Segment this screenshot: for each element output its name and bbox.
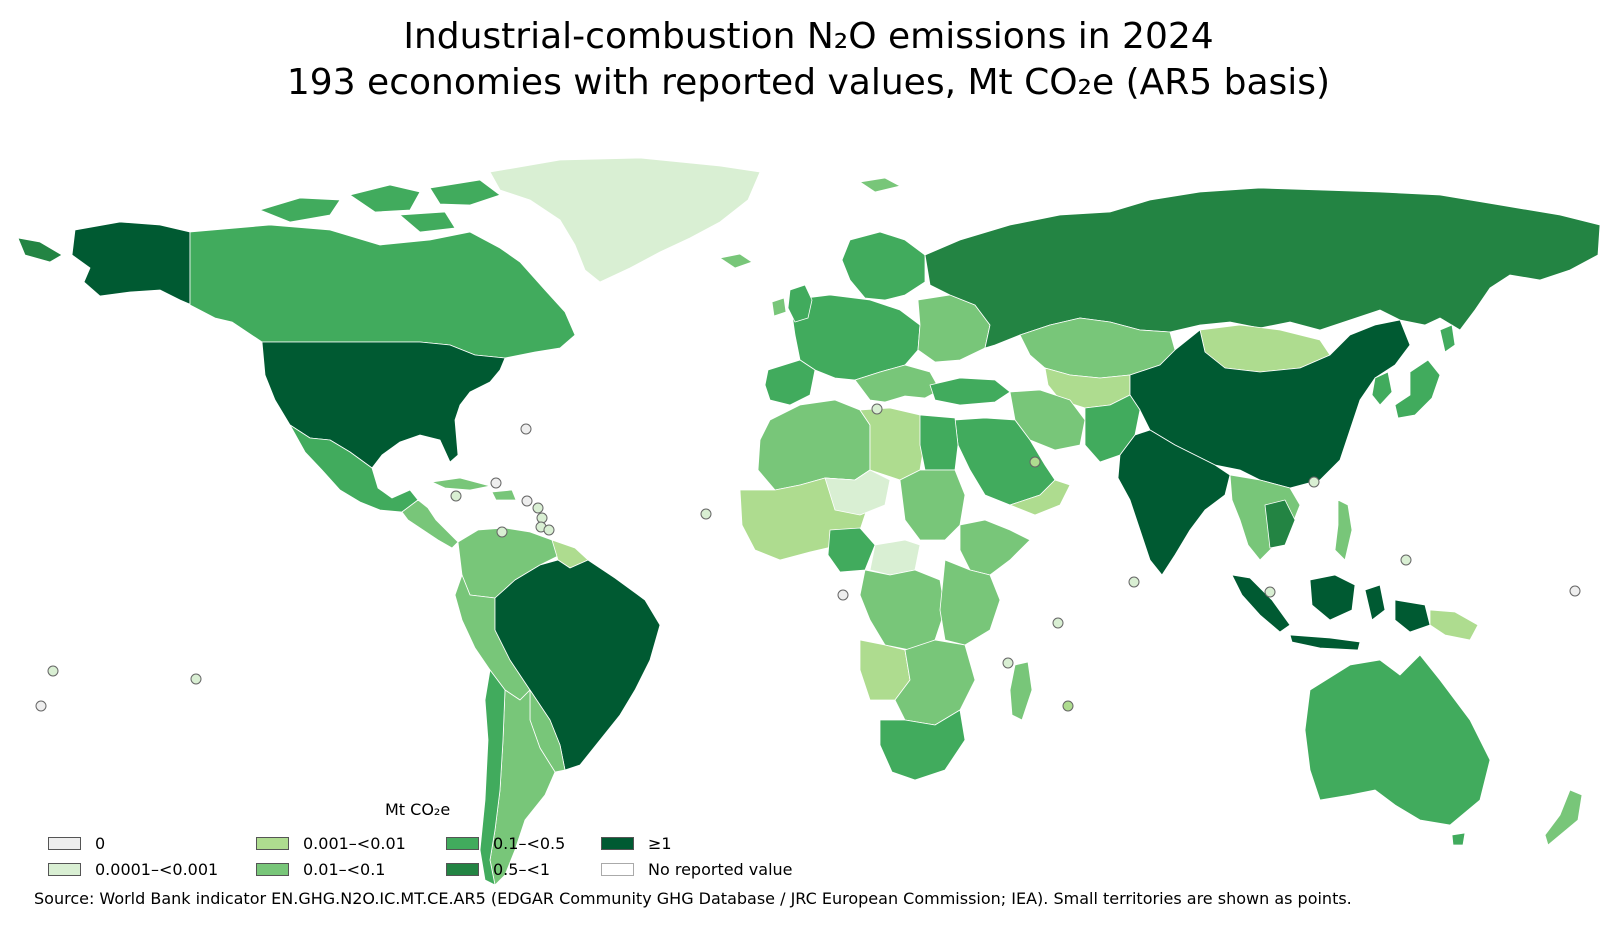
territory-point[interactable] bbox=[1569, 585, 1581, 597]
world-map bbox=[17, 157, 1601, 886]
territory-point[interactable] bbox=[1052, 617, 1064, 629]
region-chukotka-west[interactable] bbox=[17, 237, 63, 263]
territory-point[interactable] bbox=[496, 526, 508, 538]
region-italy-balkans[interactable] bbox=[854, 364, 941, 403]
region-north-africa-west[interactable] bbox=[757, 399, 871, 491]
territory-point[interactable] bbox=[1400, 554, 1412, 566]
legend-swatch bbox=[48, 863, 81, 876]
region-iceland[interactable] bbox=[719, 253, 753, 269]
region-java[interactable] bbox=[1289, 634, 1361, 651]
region-india[interactable] bbox=[1117, 429, 1231, 576]
legend-title: Mt CO₂e bbox=[385, 800, 451, 819]
legend-swatch bbox=[601, 863, 634, 876]
region-sudan[interactable] bbox=[899, 469, 966, 541]
territory-point[interactable] bbox=[543, 524, 555, 536]
territory-point[interactable] bbox=[700, 508, 712, 520]
legend-item-6: ≥1 bbox=[601, 834, 672, 853]
territory-point[interactable] bbox=[1002, 657, 1014, 669]
region-niger-chad[interactable] bbox=[824, 469, 891, 516]
region-united-states[interactable] bbox=[261, 341, 506, 469]
region-iberia[interactable] bbox=[764, 359, 816, 406]
region-uk[interactable] bbox=[787, 284, 813, 323]
title-line-1: Industrial-combustion N₂O emissions in 2… bbox=[403, 16, 1214, 57]
region-turkey[interactable] bbox=[929, 377, 1011, 406]
region-mexico[interactable] bbox=[289, 424, 419, 513]
region-philippines[interactable] bbox=[1334, 499, 1353, 561]
territory-point[interactable] bbox=[450, 490, 462, 502]
legend-swatch bbox=[601, 837, 634, 850]
region-scandinavia[interactable] bbox=[841, 231, 926, 301]
territory-point[interactable] bbox=[490, 477, 502, 489]
legend-item-0: 0 bbox=[48, 834, 105, 853]
region-australia[interactable] bbox=[1304, 654, 1491, 826]
territory-point[interactable] bbox=[190, 673, 202, 685]
region-hispaniola[interactable] bbox=[491, 489, 517, 501]
region-egypt[interactable] bbox=[919, 414, 959, 471]
region-russia[interactable] bbox=[924, 187, 1601, 349]
legend-swatch bbox=[48, 837, 81, 850]
region-canada[interactable] bbox=[189, 224, 576, 359]
legend-swatch bbox=[256, 863, 289, 876]
region-svalbard[interactable] bbox=[859, 177, 901, 193]
region-new-zealand[interactable] bbox=[1544, 789, 1583, 846]
region-borneo[interactable] bbox=[1309, 574, 1356, 621]
territory-point[interactable] bbox=[871, 403, 883, 415]
territory-point[interactable] bbox=[521, 495, 533, 507]
territory-point[interactable] bbox=[837, 589, 849, 601]
region-canada-islands[interactable] bbox=[259, 179, 501, 233]
legend-label: 0.5–<1 bbox=[493, 860, 551, 879]
region-nigeria[interactable] bbox=[827, 527, 876, 573]
map-title: Industrial-combustion N₂O emissions in 2… bbox=[0, 14, 1617, 106]
region-ireland[interactable] bbox=[771, 297, 787, 317]
region-central-africa[interactable] bbox=[869, 539, 921, 576]
territory-point[interactable] bbox=[536, 512, 548, 524]
region-oman-yemen[interactable] bbox=[1009, 479, 1071, 516]
region-central-america[interactable] bbox=[401, 499, 459, 549]
territory-point[interactable] bbox=[532, 502, 544, 514]
legend-item-5: 0.5–<1 bbox=[446, 860, 550, 879]
region-png[interactable] bbox=[1429, 609, 1479, 641]
territory-point[interactable] bbox=[520, 423, 532, 435]
region-east-africa[interactable] bbox=[939, 559, 1001, 646]
legend-label: 0 bbox=[95, 834, 106, 853]
region-madagascar[interactable] bbox=[1009, 661, 1033, 721]
region-sumatra[interactable] bbox=[1231, 574, 1291, 633]
region-cuba[interactable] bbox=[431, 477, 491, 491]
region-chile[interactable] bbox=[479, 669, 506, 886]
legend-swatch bbox=[446, 863, 479, 876]
legend-item-3: 0.01–<0.1 bbox=[256, 860, 385, 879]
region-libya-algeria-south[interactable] bbox=[859, 407, 926, 481]
title-line-2: 193 economies with reported values, Mt C… bbox=[286, 62, 1331, 103]
legend-label: ≥1 bbox=[648, 834, 672, 853]
region-tasmania[interactable] bbox=[1451, 832, 1466, 846]
legend-label: 0.1–<0.5 bbox=[493, 834, 566, 853]
legend-item-2: 0.001–<0.01 bbox=[256, 834, 406, 853]
territory-point[interactable] bbox=[35, 700, 47, 712]
legend-swatch bbox=[256, 837, 289, 850]
territory-point[interactable] bbox=[1029, 456, 1041, 468]
region-south-africa[interactable] bbox=[879, 709, 966, 781]
region-congo[interactable] bbox=[859, 569, 946, 651]
territory-point[interactable] bbox=[1128, 576, 1140, 588]
legend-label: 0.0001–<0.001 bbox=[95, 860, 219, 879]
legend-label: 0.01–<0.1 bbox=[303, 860, 386, 879]
territory-point[interactable] bbox=[1308, 476, 1320, 488]
region-japan[interactable] bbox=[1394, 324, 1456, 419]
legend-item-7: No reported value bbox=[601, 860, 793, 879]
region-ethiopia-horn[interactable] bbox=[959, 519, 1031, 576]
legend-label: No reported value bbox=[648, 860, 793, 879]
legend-item-1: 0.0001–<0.001 bbox=[48, 860, 218, 879]
legend-label: 0.001–<0.01 bbox=[303, 834, 406, 853]
region-korea[interactable] bbox=[1371, 371, 1393, 406]
source-note: Source: World Bank indicator EN.GHG.N2O.… bbox=[34, 889, 1352, 908]
territory-point[interactable] bbox=[47, 665, 59, 677]
region-greenland[interactable] bbox=[489, 157, 761, 283]
region-sulawesi-papua[interactable] bbox=[1364, 584, 1431, 633]
legend-item-4: 0.1–<0.5 bbox=[446, 834, 565, 853]
legend-swatch bbox=[446, 837, 479, 850]
territory-point[interactable] bbox=[1264, 586, 1276, 598]
territory-point[interactable] bbox=[1062, 700, 1074, 712]
region-vietnam[interactable] bbox=[1264, 499, 1296, 549]
